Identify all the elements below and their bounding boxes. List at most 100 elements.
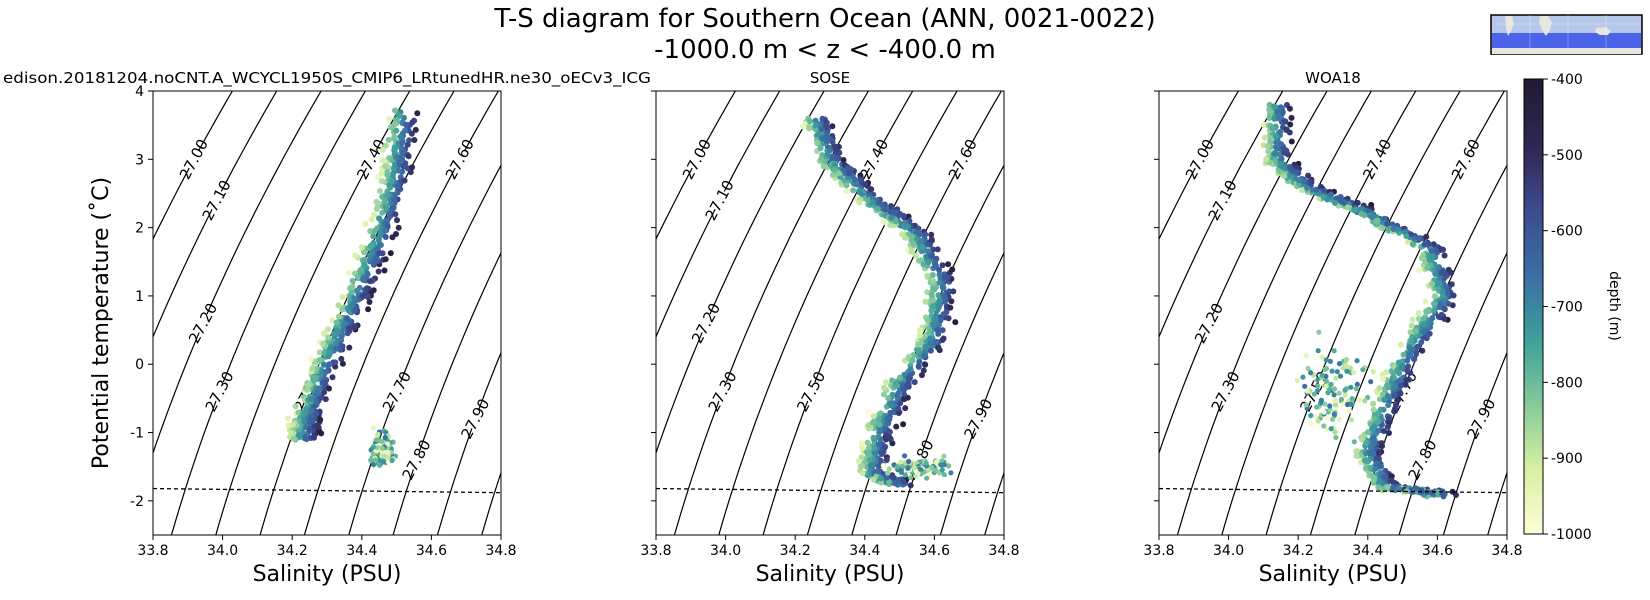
data-point: [1318, 397, 1324, 403]
data-point: [915, 470, 921, 477]
data-point: [374, 437, 380, 443]
data-point: [1420, 321, 1427, 328]
data-point: [915, 341, 922, 348]
data-point: [1332, 199, 1338, 206]
data-point: [1419, 347, 1426, 354]
data-point: [1449, 488, 1456, 495]
data-point: [384, 192, 391, 199]
data-point: [1361, 212, 1368, 219]
data-point: [902, 453, 908, 459]
data-point: [374, 204, 381, 210]
data-point: [338, 355, 345, 362]
data-point: [354, 273, 361, 280]
data-point: [908, 249, 915, 255]
data-point: [866, 444, 872, 451]
data-point: [1272, 157, 1279, 164]
data-point: [412, 126, 419, 133]
data-point: [893, 423, 900, 430]
data-point: [1418, 339, 1425, 346]
data-point: [1408, 322, 1415, 329]
data-point: [1313, 414, 1319, 420]
data-point: [1328, 381, 1334, 388]
data-point: [379, 193, 386, 200]
data-point: [915, 347, 921, 354]
data-point: [1331, 392, 1337, 398]
data-point: [918, 372, 925, 379]
data-point: [352, 252, 359, 259]
x-tick-label: 34.2: [780, 543, 811, 559]
data-point: [391, 196, 398, 203]
data-point: [326, 385, 332, 392]
data-point: [1416, 235, 1423, 242]
data-point: [877, 457, 884, 464]
data-point: [1405, 376, 1412, 383]
data-point: [1344, 204, 1351, 211]
data-point: [1380, 406, 1387, 413]
data-point: [1276, 113, 1282, 120]
data-point: [390, 204, 397, 211]
data-point: [952, 319, 959, 326]
data-point: [916, 358, 923, 365]
data-point: [942, 274, 948, 280]
data-point: [859, 470, 866, 477]
data-point: [922, 343, 929, 350]
data-point: [1334, 369, 1340, 375]
data-point: [927, 347, 934, 354]
data-point: [305, 381, 311, 388]
contour-label-bg: [1398, 440, 1447, 480]
data-point: [1404, 357, 1411, 364]
data-point: [1414, 343, 1421, 350]
data-point: [883, 457, 890, 463]
data-point: [377, 457, 383, 463]
data-point: [919, 244, 926, 250]
data-point: [342, 320, 349, 327]
data-point: [1283, 147, 1290, 154]
data-point: [1374, 411, 1381, 418]
data-point: [1333, 434, 1339, 441]
y-tick-label: 2: [135, 221, 144, 237]
data-point: [1368, 214, 1375, 221]
contour-label-bg: [192, 181, 241, 220]
x-tick-label: 34.0: [207, 543, 238, 559]
y-tick-label: 0: [135, 357, 144, 373]
data-point: [1338, 396, 1345, 402]
data-point: [384, 171, 391, 178]
data-point: [880, 462, 887, 469]
data-point: [394, 217, 400, 224]
data-point: [911, 379, 918, 386]
data-point: [409, 164, 416, 171]
data-point: [888, 402, 895, 409]
data-point: [1424, 264, 1431, 271]
data-point: [308, 356, 314, 363]
data-point: [1336, 361, 1343, 367]
data-point: [916, 231, 923, 238]
colorbar-label: depth (m): [1606, 271, 1622, 341]
data-point: [1324, 427, 1330, 433]
freezing-line: [153, 487, 501, 494]
data-point: [858, 440, 865, 447]
data-point: [301, 418, 308, 425]
data-point: [1314, 404, 1320, 410]
data-point: [836, 149, 843, 156]
data-point: [1386, 430, 1392, 436]
data-point: [1423, 233, 1430, 240]
data-point: [1429, 253, 1436, 260]
data-point: [1388, 477, 1395, 484]
data-point: [870, 461, 877, 467]
data-point: [1412, 485, 1419, 492]
data-point: [1384, 423, 1391, 430]
data-point: [378, 178, 385, 185]
data-point: [866, 456, 873, 463]
data-point: [933, 255, 940, 262]
data-point: [1328, 426, 1334, 432]
x-tick-label: 34.0: [1213, 543, 1244, 559]
data-point: [922, 361, 929, 368]
contour-label-bg: [392, 440, 441, 480]
data-point: [1379, 225, 1386, 232]
data-point: [359, 293, 366, 300]
data-point: [936, 267, 943, 273]
data-point: [905, 375, 912, 382]
data-point: [1323, 357, 1329, 363]
data-point: [1343, 362, 1349, 369]
data-point: [1397, 390, 1404, 397]
